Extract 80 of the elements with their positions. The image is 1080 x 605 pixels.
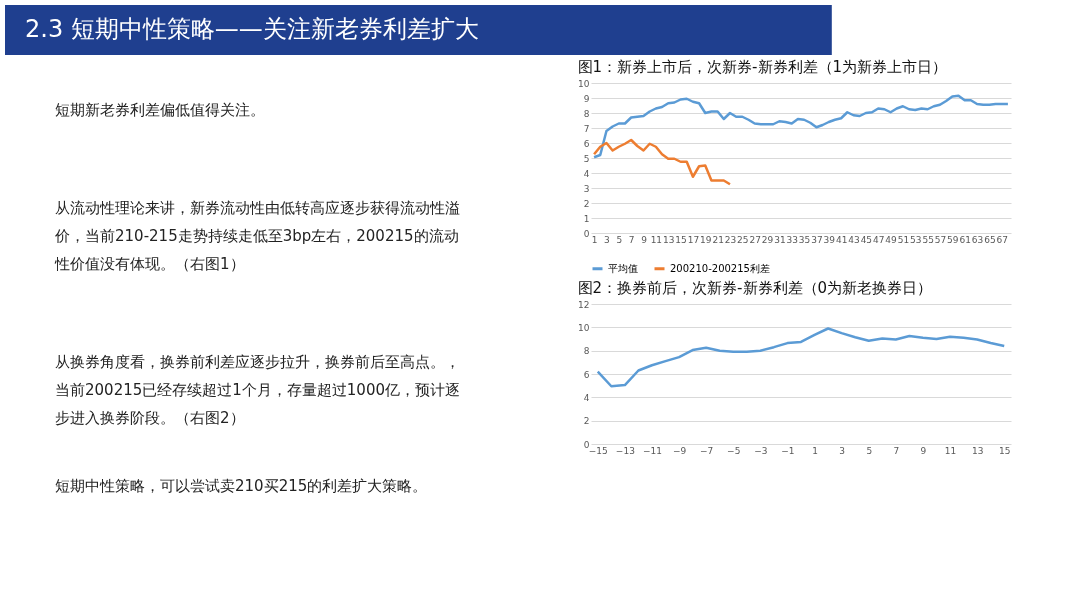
x-tick-label: 67 <box>996 234 1008 245</box>
y-tick-label: 6 <box>583 369 590 380</box>
x-tick-label: 39 <box>823 234 836 245</box>
x-tick-label: 5 <box>866 445 873 456</box>
x-tick-label: 35 <box>798 234 811 245</box>
x-tick-label: 3 <box>604 234 610 245</box>
line-series <box>596 327 1006 388</box>
x-tick-label: 19 <box>700 234 712 245</box>
y-tick-label: 2 <box>583 198 590 209</box>
x-tick-label: 15 <box>999 445 1011 456</box>
x-tick-label: 15 <box>675 234 687 245</box>
y-tick-label: 6 <box>583 138 590 149</box>
x-tick-label: 11 <box>650 234 663 245</box>
x-tick-label: 9 <box>641 234 648 245</box>
x-tick-label: −13 <box>615 445 635 456</box>
y-tick-label: 10 <box>578 322 590 333</box>
x-tick-label: 23 <box>724 234 737 245</box>
legend-label: 200210-200215利差 <box>670 262 770 274</box>
x-tick-label: 3 <box>839 445 846 456</box>
legend-label: 平均值 <box>608 262 638 274</box>
y-tick-label: 3 <box>583 183 590 194</box>
y-tick-label: 8 <box>583 346 590 357</box>
x-tick-label: −1 <box>781 445 795 456</box>
text: 短期新老券利差偏低值得关注。 <box>55 101 265 119</box>
y-tick-label: 5 <box>583 153 590 164</box>
x-tick-label: −5 <box>727 445 741 456</box>
y-tick-label: 4 <box>583 168 590 179</box>
y-tick-label: 9 <box>583 93 590 104</box>
text: 2.3 短期中性策略——关注新老券利差扩大 <box>25 15 479 43</box>
x-tick-label: 57 <box>934 234 947 245</box>
x-tick-label: 21 <box>712 234 724 245</box>
x-tick-label: 1 <box>591 234 598 245</box>
line-series <box>592 138 732 186</box>
x-tick-label: 5 <box>616 234 623 245</box>
x-tick-label: −11 <box>642 445 662 456</box>
y-tick-label: 4 <box>583 392 590 403</box>
x-tick-label: 33 <box>786 234 798 245</box>
x-tick-label: 53 <box>910 234 922 245</box>
x-tick-label: 43 <box>848 234 860 245</box>
y-tick-label: 0 <box>583 439 590 450</box>
x-tick-label: 63 <box>971 234 984 245</box>
text: 从流动性理论来讲，新券流动性由低转高应逐步获得流动性溢价，当前210-215走势持续走低至3bp左右，200215的流动性价值没有体现。（右图1） <box>54 199 460 273</box>
x-tick-label: 7 <box>893 445 900 456</box>
x-tick-label: 61 <box>959 234 971 245</box>
x-tick-label: 13 <box>662 234 675 245</box>
x-tick-label: 55 <box>922 234 934 245</box>
x-tick-label: 29 <box>761 234 774 245</box>
x-tick-label: 47 <box>872 234 885 245</box>
x-tick-label: 27 <box>749 234 761 245</box>
x-tick-label: −7 <box>700 445 714 456</box>
x-tick-label: 13 <box>971 445 984 456</box>
y-tick-label: 1 <box>583 213 590 224</box>
y-tick-label: 12 <box>578 299 590 310</box>
x-tick-label: −3 <box>754 445 768 456</box>
chart-title: 图2：换券前后，次新券-新券利差（0为新老换券日） <box>577 279 933 297</box>
y-tick-label: 0 <box>583 228 590 239</box>
x-tick-label: 41 <box>835 234 848 245</box>
x-tick-label: 65 <box>984 234 996 245</box>
x-tick-label: 7 <box>628 234 635 245</box>
x-tick-label: 51 <box>897 234 910 245</box>
x-tick-label: 45 <box>860 234 873 245</box>
x-tick-label: 59 <box>947 234 959 245</box>
y-tick-label: 2 <box>583 416 590 427</box>
x-tick-label: −15 <box>588 445 608 456</box>
x-tick-label: 25 <box>737 234 749 245</box>
x-tick-label: −9 <box>672 445 687 456</box>
y-tick-label: 10 <box>578 78 590 89</box>
x-tick-label: 1 <box>812 445 818 456</box>
y-tick-label: 8 <box>583 108 590 119</box>
text: 从换券角度看，换券前利差应逐步拉升，换券前后至高点。，当前200215已经存续超过1个月，存量超过1000亿，预计逐步进入换券阶段。（右图2） <box>55 353 460 427</box>
x-tick-label: 9 <box>920 445 927 456</box>
x-tick-label: 37 <box>811 234 823 245</box>
line-series <box>592 94 1010 159</box>
x-tick-label: 31 <box>774 234 786 245</box>
text: 短期中性策略，可以尝试卖210买215的利差扩大策略。 <box>55 477 428 495</box>
x-tick-label: 11 <box>944 445 957 456</box>
x-tick-label: 17 <box>687 234 700 245</box>
chart-title: 图1：新券上市后，次新券-新券利差（1为新券上市日） <box>577 58 948 76</box>
x-tick-label: 49 <box>885 234 898 245</box>
y-tick-label: 7 <box>583 123 590 134</box>
